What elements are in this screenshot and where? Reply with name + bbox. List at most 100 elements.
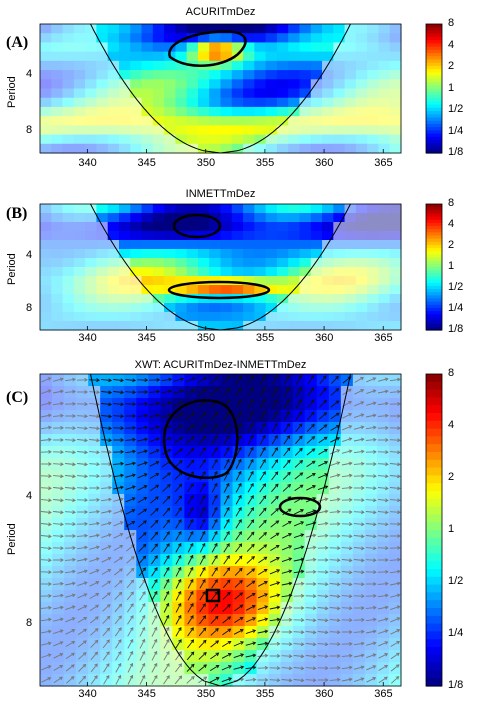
phase-arrow	[210, 376, 220, 384]
phase-arrow	[246, 592, 256, 599]
phase-arrow	[390, 593, 401, 598]
heatmap-cell	[355, 143, 368, 154]
phase-arrow	[317, 533, 329, 538]
heatmap-cell	[209, 143, 222, 154]
y-tick-label: 8	[26, 302, 33, 314]
phase-arrow	[235, 458, 242, 469]
heatmap-cell	[62, 60, 75, 71]
phase-arrow	[89, 474, 100, 478]
heatmap-cell	[186, 24, 199, 34]
heatmap-cell	[265, 134, 278, 145]
phase-arrow	[245, 677, 257, 682]
phase-arrow	[211, 530, 218, 541]
heatmap-cell	[141, 204, 154, 214]
phase-arrow	[235, 410, 242, 421]
heatmap-cell	[62, 303, 75, 313]
heatmap-cell	[40, 204, 52, 214]
heatmap-cell	[175, 134, 188, 145]
phase-arrow	[138, 555, 147, 565]
heatmap-cell	[367, 267, 380, 277]
phase-arrow	[65, 593, 76, 598]
phase-arrow	[341, 449, 353, 454]
heatmap-cell	[389, 106, 402, 117]
phase-arrow	[329, 582, 341, 587]
heatmap-cell	[107, 312, 120, 322]
heatmap-cell	[209, 321, 222, 331]
heatmap-cell	[367, 294, 380, 304]
heatmap-plot	[39, 373, 402, 687]
heatmap-cell	[265, 249, 278, 259]
phase-arrow	[125, 497, 136, 503]
phase-arrow	[389, 402, 401, 406]
heatmap-cell	[310, 88, 323, 99]
phase-arrow	[149, 437, 160, 443]
phase-arrow	[89, 533, 100, 538]
panel-a: (A) ACURITmDez Period 4 8 340 345 350 355 36…	[0, 0, 488, 180]
colorbar-swatch	[426, 307, 442, 312]
heatmap-cell	[367, 321, 380, 331]
heatmap-cell	[344, 267, 357, 277]
heatmap-cell	[276, 267, 289, 277]
colorbar-swatch	[426, 91, 442, 96]
phase-arrow	[199, 615, 207, 625]
heatmap-cell	[265, 321, 278, 331]
heatmap-cell	[378, 106, 391, 117]
colorbar-tick-label: 8	[448, 17, 455, 29]
phase-arrow	[284, 374, 290, 385]
heatmap-cell	[333, 116, 346, 126]
phase-arrow	[270, 520, 280, 528]
colorbar-swatch	[426, 537, 442, 547]
heatmap-cell	[389, 285, 402, 295]
significance-contour	[162, 399, 239, 480]
heatmap-cell	[254, 312, 267, 322]
heatmap-cell	[265, 143, 278, 154]
colorbar-tick-label: 1	[448, 81, 455, 94]
phase-arrow	[127, 638, 134, 649]
heatmap-cell	[40, 213, 52, 223]
heatmap-cell	[107, 294, 120, 304]
phase-arrow	[390, 652, 400, 660]
phase-arrow	[89, 498, 100, 502]
heatmap-cell	[220, 60, 233, 71]
heatmap-cell	[85, 231, 98, 241]
phase-arrow	[187, 518, 194, 529]
phase-arrow	[40, 474, 52, 478]
heatmap-cell	[344, 33, 357, 44]
phase-arrow	[53, 450, 64, 454]
colorbar-swatch	[426, 491, 442, 500]
phase-arrow	[353, 570, 365, 575]
phase-arrow	[317, 654, 329, 659]
phase-arrow	[234, 555, 243, 565]
phase-arrow	[89, 486, 100, 490]
heatmap-cell	[220, 204, 233, 214]
phase-arrow	[149, 401, 161, 406]
x-tick-label: 345	[137, 157, 156, 169]
phase-arrow	[317, 678, 329, 682]
heatmap-cell	[186, 79, 199, 90]
heatmap-cell	[389, 97, 402, 108]
heatmap-cell	[209, 249, 222, 259]
colorbar-swatch	[426, 260, 442, 265]
phase-arrow	[221, 653, 232, 659]
heatmap-cell	[389, 267, 402, 277]
heatmap-cell	[51, 33, 64, 44]
phase-arrow	[390, 664, 400, 672]
heatmap-cell	[333, 258, 346, 268]
heatmap-cell	[141, 88, 154, 99]
phase-arrow	[258, 568, 268, 575]
heatmap-cell	[265, 213, 278, 223]
phase-arrow	[341, 594, 353, 599]
phase-arrow	[198, 435, 207, 445]
phase-arrow	[377, 617, 389, 622]
phase-arrow	[125, 461, 137, 466]
heatmap-cell	[164, 249, 176, 259]
phase-arrow	[353, 677, 365, 683]
heatmap-cell	[164, 97, 176, 108]
heatmap-cell	[389, 88, 402, 99]
heatmap-cell	[344, 79, 357, 90]
colorbar-swatch	[426, 244, 442, 249]
phase-arrow	[41, 389, 52, 395]
phase-arrow	[151, 567, 158, 577]
colorbar-swatch	[426, 608, 442, 617]
heatmap-cell	[85, 249, 98, 259]
